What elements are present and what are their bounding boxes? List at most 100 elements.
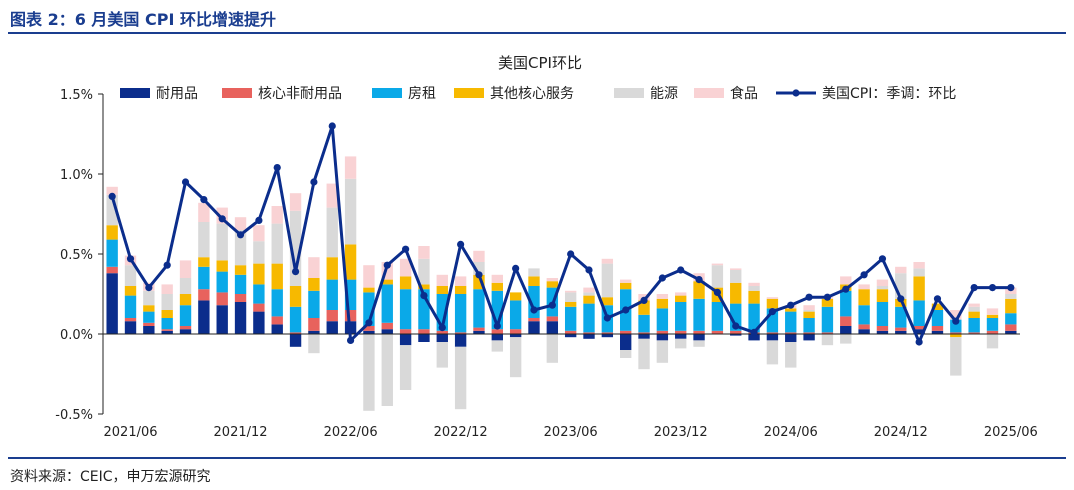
bar-segment-food	[711, 263, 724, 266]
x-tick-label: 2023/12	[654, 425, 708, 440]
bar-segment-core-nondurable	[546, 316, 559, 322]
legend-label: 核心非耐用品	[258, 86, 342, 102]
bar-segment-core-nondurable	[234, 294, 247, 302]
bar-segment-energy	[234, 230, 247, 266]
bar-segment-core-nondurable	[528, 318, 540, 322]
bar-segment-durable	[161, 330, 173, 334]
bar-segment-shelter	[509, 300, 522, 330]
bar-segment-core-nondurable	[620, 330, 632, 334]
cpi-point	[622, 306, 630, 314]
cpi-point	[585, 266, 593, 274]
bar-segment-shelter	[766, 308, 779, 333]
bar-segment-shelter	[693, 298, 705, 331]
y-axis: 1.5% 1.0% 0.5% 0.0% -0.5%	[55, 88, 104, 423]
bar-segment-other-core-services	[289, 286, 302, 307]
bar-segment-food	[840, 276, 852, 285]
bar-segment-other-core-services	[785, 308, 797, 312]
bar-segment-energy	[528, 268, 540, 277]
bar-segment-other-core-services	[895, 298, 907, 307]
cpi-point	[897, 295, 905, 303]
bar-segment-energy	[289, 210, 302, 286]
bar-segment-energy	[399, 345, 412, 390]
bar-segment-food	[730, 268, 742, 270]
bar-segment-shelter	[858, 305, 870, 325]
bar-segment-shelter	[106, 239, 118, 267]
bar-segment-shelter	[895, 306, 907, 328]
bar-segment-durable	[876, 330, 889, 334]
cpi-point	[732, 322, 740, 330]
bar-segment-energy	[986, 334, 999, 349]
bar-segment-core-nondurable	[766, 332, 779, 334]
bar-segment-energy	[638, 338, 650, 370]
bar-segment-durable	[216, 305, 228, 334]
bar-segment-other-core-services	[638, 300, 650, 315]
bar-segment-durable	[693, 334, 705, 341]
x-tick-label: 2022/06	[324, 425, 378, 440]
bar-segment-durable	[583, 334, 595, 339]
cpi-point	[842, 285, 850, 293]
bar-segment-energy	[913, 268, 925, 277]
bar-segment-other-core-services	[216, 260, 228, 272]
bar-segment-food	[198, 202, 210, 222]
bar-segment-food	[271, 206, 283, 224]
bar-segment-durable	[143, 326, 155, 334]
bar-segment-durable	[454, 334, 467, 347]
bar-segment-energy	[620, 350, 632, 358]
bar-segment-durable	[418, 334, 430, 342]
bar-segment-other-core-services	[124, 286, 137, 296]
bar-segment-other-core-services	[620, 282, 632, 290]
bar-segment-other-core-services	[821, 298, 834, 307]
bar-segment-core-nondurable	[638, 332, 650, 334]
bar-segment-shelter	[968, 318, 980, 333]
bar-segment-other-core-services	[601, 297, 614, 306]
bar-segment-shelter	[656, 308, 669, 331]
bar-segment-shelter	[454, 294, 467, 333]
bar-segment-other-core-services	[436, 286, 448, 294]
bar-segment-food	[950, 310, 962, 320]
x-tick-label: 2023/06	[544, 425, 598, 440]
bar-segment-core-nondurable	[216, 292, 228, 306]
bar-segment-other-core-services	[491, 282, 503, 291]
bar-segment-durable	[803, 334, 815, 341]
bar-segment-durable	[509, 334, 522, 338]
bar-segment-durable	[308, 330, 320, 334]
bar-segment-durable	[179, 329, 192, 334]
bar-segment-food	[583, 287, 595, 293]
bar-segment-energy	[491, 340, 503, 352]
bar-segment-shelter	[491, 290, 503, 330]
bar-segment-energy	[436, 342, 448, 368]
source-note: 资料来源：CEIC，申万宏源研究	[10, 469, 211, 485]
bar-segment-core-nondurable	[803, 332, 815, 334]
bar-segment-energy	[381, 334, 393, 406]
bar-segment-other-core-services	[913, 276, 925, 301]
bar-segment-shelter	[399, 289, 412, 330]
bar-segment-food	[436, 274, 448, 286]
bar-segment-core-nondurable	[564, 330, 577, 334]
cpi-point	[493, 322, 501, 330]
bar-segment-shelter	[583, 303, 595, 333]
bar-segment-energy	[546, 334, 559, 363]
bar-segment-energy	[1005, 294, 1017, 299]
bar-segment-energy	[876, 286, 889, 290]
bar-segment-energy	[179, 278, 192, 294]
bar-segment-other-core-services	[308, 278, 320, 291]
cpi-point	[236, 231, 245, 239]
bar-segment-core-nondurable	[308, 318, 320, 331]
bar-segment-other-core-services	[473, 274, 485, 290]
bar-segment-food	[161, 284, 173, 294]
cpi-point	[291, 268, 300, 276]
bar-segment-other-core-services	[931, 303, 944, 310]
bar-segment-core-nondurable	[509, 329, 522, 334]
bar-segment-energy	[693, 340, 705, 347]
bar-segment-durable	[766, 334, 779, 341]
bar-segment-other-core-services	[1005, 298, 1017, 314]
cpi-point	[787, 301, 795, 309]
bar-segment-shelter	[161, 318, 173, 330]
bar-segment-energy	[216, 223, 228, 261]
legend-swatch-core-nondurable	[222, 88, 252, 98]
cpi-point	[530, 306, 538, 314]
bar-segment-core-nondurable	[931, 326, 944, 331]
cpi-point	[548, 301, 556, 309]
cpi-point	[475, 271, 483, 279]
bar-segment-food	[381, 262, 393, 280]
